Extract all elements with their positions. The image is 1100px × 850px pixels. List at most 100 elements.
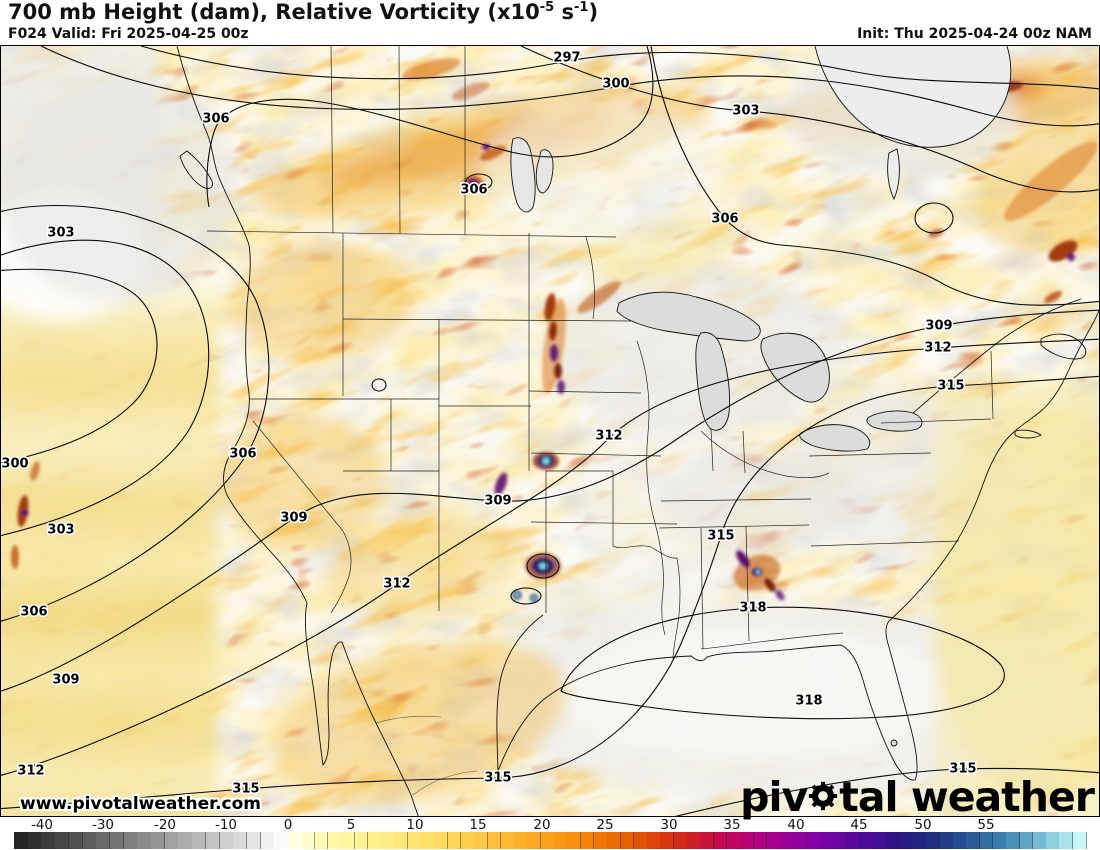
colorbar-cell <box>314 832 329 849</box>
colorbar-cell <box>447 832 462 849</box>
colorbar-cell <box>192 832 207 849</box>
colorbar-cell <box>766 832 781 849</box>
colorbar-cell <box>1032 832 1047 849</box>
colorbar-cell <box>554 832 568 849</box>
contour-label: 309 <box>925 319 952 334</box>
colorbar-cell <box>500 832 515 849</box>
contour-label: 315 <box>949 762 976 777</box>
colorbar-tick: 5 <box>346 817 356 833</box>
colorbar-cell <box>926 832 941 849</box>
colorbar-cell <box>953 832 967 849</box>
colorbar-cell <box>540 832 555 849</box>
brand-watermark: piv tal weather <box>740 777 1095 818</box>
contour-label: 315 <box>707 529 734 544</box>
colorbar-cell <box>1019 832 1034 849</box>
colorbar-cell <box>246 832 262 849</box>
colorbar-cell <box>123 832 138 849</box>
colorbar-tick: 10 <box>406 817 424 833</box>
page-title: 700 mb Height (dam), Relative Vorticity … <box>8 0 599 24</box>
contour-label: 315 <box>937 379 964 394</box>
colorbar-cell <box>647 832 661 849</box>
valid-time-text: F024 Valid: Fri 2025-04-25 00z <box>8 26 249 42</box>
contour-label: 312 <box>924 341 951 356</box>
contour-label: 306 <box>20 605 47 620</box>
contour-label: 303 <box>47 226 74 241</box>
colorbar-tick: -40 <box>30 817 54 833</box>
contour-label: 306 <box>229 447 256 462</box>
brand-text-pre: piv <box>740 773 808 821</box>
colorbar-cell <box>939 832 954 849</box>
colorbar: -40 -30 -20 -10 0 5 10 15 20 25 30 35 40 45 50 55 <box>0 817 1100 850</box>
colorbar-cell <box>514 832 528 849</box>
contour-labels: 297 300 303 306 306 306 303 309 312 315 312 306 300 3… <box>1 49 978 798</box>
colorbar-cell <box>219 832 234 849</box>
colorbar-cell <box>474 832 489 849</box>
colorbar-cell <box>109 832 125 849</box>
colorbar-cell <box>726 832 741 849</box>
colorbar-tick: 15 <box>469 817 487 833</box>
colorbar-cell <box>260 832 275 849</box>
colorbar-tick: 35 <box>723 817 741 833</box>
colorbar-cell <box>274 832 289 849</box>
site-watermark: www.pivotalweather.com <box>20 794 262 814</box>
colorbar-cell <box>434 832 449 849</box>
colorbar-cell <box>527 832 542 849</box>
colorbar-cell <box>421 832 435 849</box>
colorbar-cell <box>979 832 994 849</box>
contour-label: 318 <box>739 601 766 616</box>
colorbar-tick: 55 <box>977 817 995 833</box>
contour-label: 312 <box>383 577 410 592</box>
colorbar-tick: -30 <box>91 817 115 833</box>
colorbar-cell <box>780 832 794 849</box>
colorbar-cell <box>137 832 152 849</box>
gear-icon <box>808 777 838 811</box>
map-panel: 297 300 303 306 306 306 303 309 312 315 312 306 300 3… <box>0 45 1100 817</box>
colorbar-tick: 30 <box>660 817 678 833</box>
colorbar-cell <box>1006 832 1021 849</box>
colorbar-cell <box>899 832 914 849</box>
colorbar-cell <box>407 832 422 849</box>
height-contours <box>1 46 1099 816</box>
colorbar-cell <box>288 832 302 849</box>
colorbar-tick: -20 <box>153 817 177 833</box>
colorbar-cell <box>301 832 316 849</box>
colorbar-cell <box>660 832 675 849</box>
colorbar-cell <box>55 832 70 849</box>
contour-label: 315 <box>232 782 259 797</box>
colorbar-cell <box>966 832 981 849</box>
contour-label: 315 <box>484 771 511 786</box>
colorbar-cell <box>151 832 166 849</box>
colorbar-cell <box>713 832 728 849</box>
map-image: 297 300 303 306 306 306 303 309 312 315 312 306 300 3… <box>1 46 1099 816</box>
contour-label: 303 <box>47 523 74 538</box>
contour-label: 306 <box>711 212 738 227</box>
colorbar-cell <box>700 832 715 849</box>
contour-label: 309 <box>52 673 79 688</box>
colorbar-cell <box>68 832 84 849</box>
colorbar-cell <box>394 832 409 849</box>
colorbar-cell <box>487 832 502 849</box>
colorbar-tick: 25 <box>596 817 614 833</box>
colorbar-tick: 50 <box>914 817 932 833</box>
colorbar-cell <box>580 832 595 849</box>
colorbar-cell <box>913 832 927 849</box>
colorbar-cell <box>620 832 635 849</box>
colorbar-cell <box>460 832 475 849</box>
init-time-text: Init: Thu 2025-04-24 00z NAM <box>857 26 1092 42</box>
colorbar-cells <box>0 832 1100 849</box>
colorbar-cell <box>673 832 688 849</box>
colorbar-cell <box>367 832 382 849</box>
colorbar-cell <box>846 832 861 849</box>
contour-label: 300 <box>602 77 629 92</box>
colorbar-cell <box>1072 832 1087 849</box>
colorbar-cell <box>873 832 888 849</box>
colorbar-cell <box>178 832 193 849</box>
contour-label: 297 <box>553 51 580 66</box>
geography-outlines <box>176 46 1099 816</box>
colorbar-cell <box>164 832 179 849</box>
contour-label: 300 <box>1 457 28 472</box>
colorbar-cell <box>992 832 1007 849</box>
contour-label: 306 <box>202 112 229 127</box>
colorbar-tick: -10 <box>214 817 238 833</box>
